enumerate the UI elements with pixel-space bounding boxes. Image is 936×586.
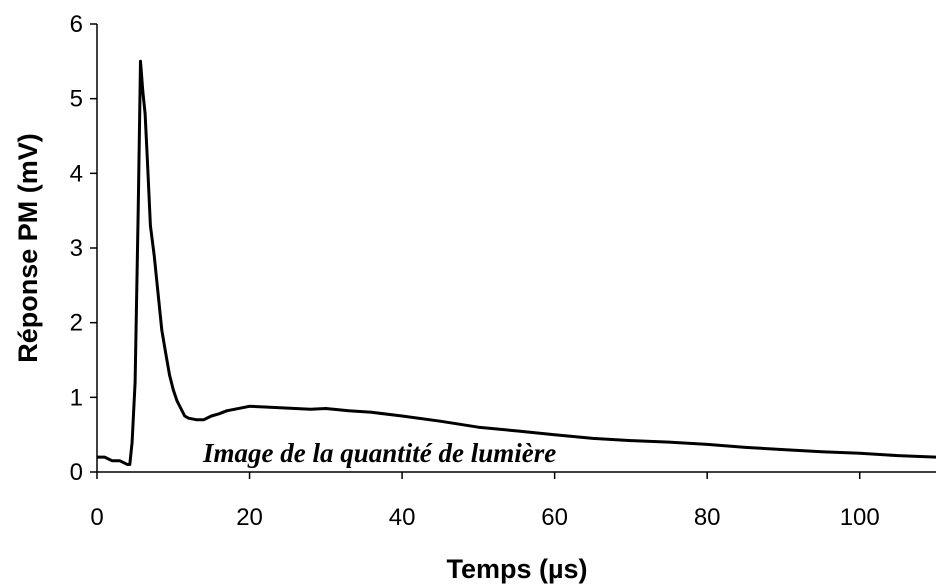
y-tick-label: 5 xyxy=(70,86,83,113)
y-ticks: 0 1 2 3 4 5 6 xyxy=(70,11,97,486)
y-tick-label: 3 xyxy=(70,235,83,262)
x-ticks: 0 20 40 60 80 100 xyxy=(90,472,880,531)
x-tick-label: 0 xyxy=(90,504,103,531)
chart-annotation: Image de la quantité de lumière xyxy=(202,438,556,468)
y-tick-label: 0 xyxy=(70,459,83,486)
x-tick-label: 40 xyxy=(389,504,416,531)
x-tick-label: 100 xyxy=(840,504,880,531)
series-line xyxy=(97,59,936,466)
x-axis-title: Temps (µs) xyxy=(446,554,587,584)
x-tick-label: 20 xyxy=(236,504,263,531)
y-tick-label: 2 xyxy=(70,310,83,337)
y-tick-label: 6 xyxy=(70,11,83,38)
y-tick-label: 1 xyxy=(70,384,83,411)
y-axis-title: Réponse PM (mV) xyxy=(13,133,43,363)
x-tick-label: 60 xyxy=(541,504,568,531)
y-tick-label: 4 xyxy=(70,160,83,187)
x-tick-label: 80 xyxy=(694,504,721,531)
